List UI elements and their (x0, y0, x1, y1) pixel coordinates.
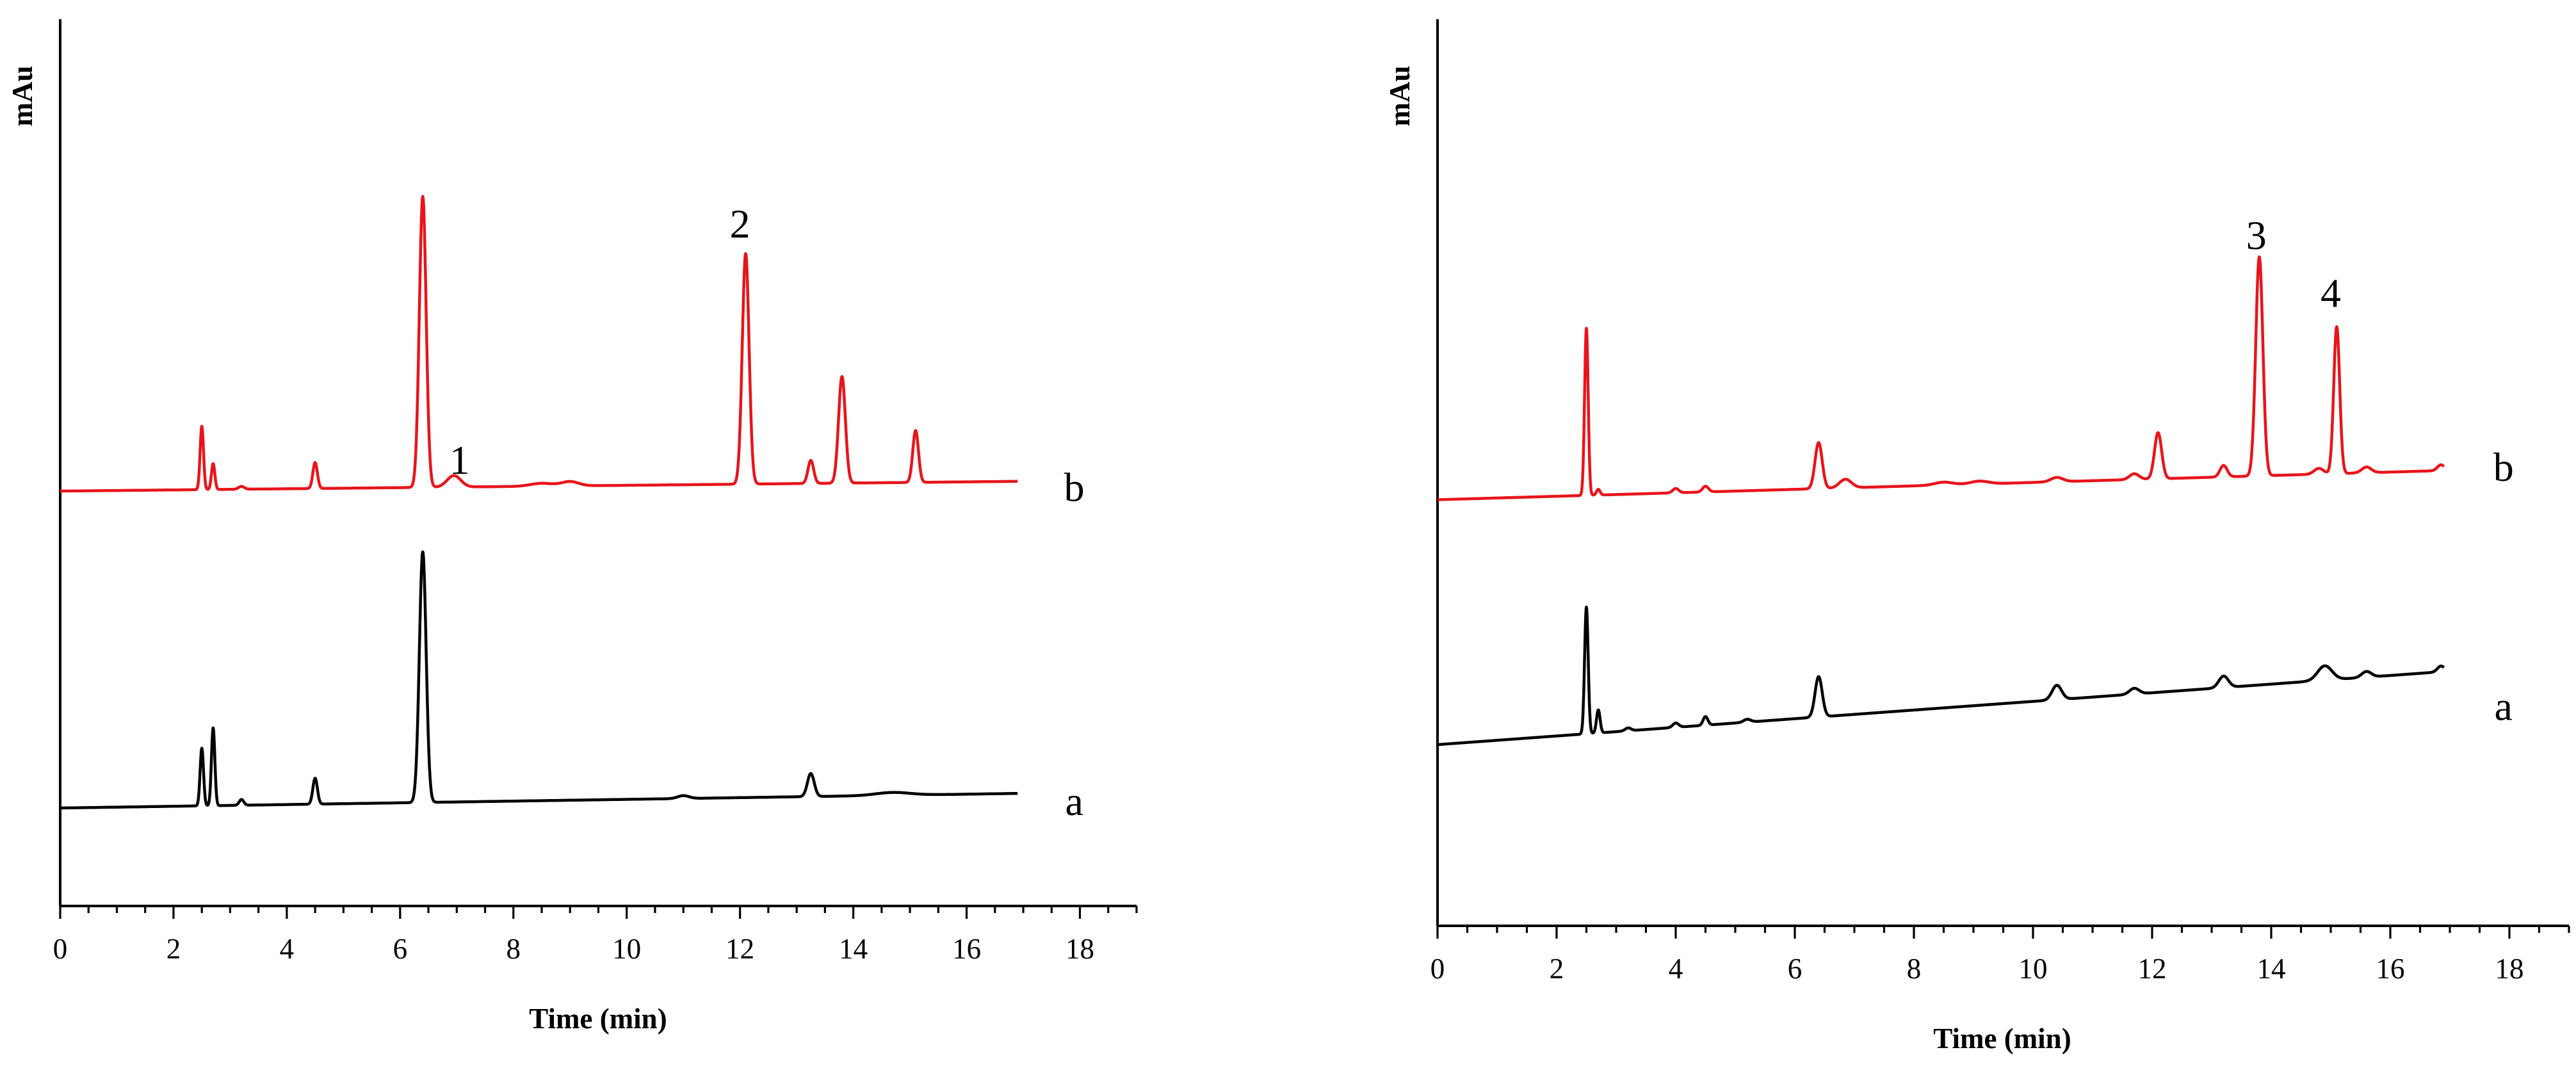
x-tick-label: 8 (506, 933, 521, 965)
x-tick-label: 10 (612, 933, 641, 965)
trace-b (1436, 255, 2445, 501)
x-tick-label: 2 (1550, 953, 1564, 985)
x-tick-label: 12 (725, 933, 754, 965)
x-tick-label: 2 (166, 933, 181, 965)
chromatogram-right: 0 2 4 6 8 10 12 14 16 18 Time (min) mAu b a 3 4 (1384, 19, 2570, 1055)
trace-a (59, 550, 1019, 810)
x-tick-label: 18 (2495, 953, 2524, 985)
x-tick-label: 18 (1065, 933, 1094, 965)
x-tick-label: 16 (2376, 953, 2405, 985)
x-tick-label: 6 (393, 933, 408, 965)
trace-a (1436, 605, 2445, 747)
peak-number-label: 2 (730, 201, 750, 247)
x-tick-label: 4 (1669, 953, 1683, 985)
y-axis-title: mAu (1384, 65, 1416, 126)
x-tick-label: 10 (2019, 953, 2048, 985)
trace-label: b (2493, 444, 2514, 490)
trace-b (59, 195, 1019, 493)
x-axis-title: Time (min) (1933, 1022, 2071, 1055)
x-tick-label: 14 (839, 933, 868, 965)
trace-label: a (1065, 779, 1083, 824)
x-tick-label: 4 (280, 933, 295, 965)
peak-number-label: 3 (2246, 213, 2267, 258)
x-tick-label: 0 (1430, 953, 1445, 985)
x-tick-label: 14 (2257, 953, 2286, 985)
peak-number-label: 4 (2321, 270, 2341, 316)
x-tick-label: 16 (952, 933, 981, 965)
x-tick-label: 8 (1907, 953, 1922, 985)
trace-label: b (1064, 465, 1085, 510)
x-axis-title: Time (min) (529, 1003, 667, 1035)
y-axis-title: mAu (6, 65, 38, 126)
x-tick-label: 0 (53, 933, 68, 965)
x-tick-label: 6 (1788, 953, 1802, 985)
trace-label: a (2494, 684, 2512, 729)
x-tick-label: 12 (2138, 953, 2167, 985)
peak-number-label: 1 (450, 437, 470, 483)
